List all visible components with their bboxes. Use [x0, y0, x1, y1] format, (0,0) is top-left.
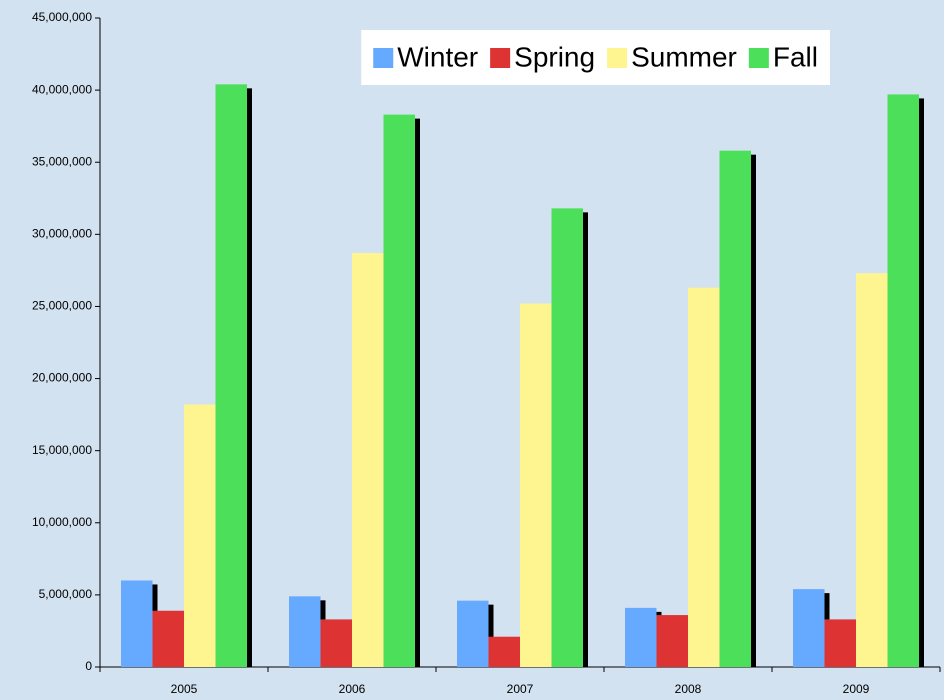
x-tick-label: 2008	[675, 682, 702, 696]
bar	[488, 636, 520, 667]
bar	[121, 580, 153, 667]
bar	[184, 404, 216, 667]
y-tick-label: 15,000,000	[32, 443, 92, 457]
bar	[289, 596, 321, 667]
bar	[551, 208, 583, 667]
legend-label: Spring	[514, 41, 595, 72]
bar-group	[121, 84, 252, 667]
bar	[793, 589, 825, 667]
bar-group	[289, 114, 420, 668]
y-tick-label: 25,000,000	[32, 299, 92, 313]
y-tick-label: 0	[85, 659, 92, 673]
legend-swatch	[490, 48, 511, 68]
bar	[856, 273, 888, 667]
x-tick-label: 2009	[843, 682, 870, 696]
bar-group	[457, 208, 588, 667]
legend-label: Summer	[631, 41, 737, 72]
bar	[352, 253, 384, 668]
legend-swatch	[748, 48, 769, 68]
bar	[457, 600, 489, 667]
bar	[824, 619, 856, 667]
legend-swatch	[373, 48, 394, 68]
x-tick-label: 2007	[507, 682, 534, 696]
bar-group	[793, 94, 924, 668]
bar	[520, 303, 552, 667]
bar-group	[625, 150, 756, 667]
y-tick-label: 45,000,000	[32, 10, 92, 24]
y-tick-label: 5,000,000	[39, 587, 93, 601]
x-tick-label: 2005	[171, 682, 198, 696]
legend-swatch	[607, 48, 628, 68]
y-tick-label: 35,000,000	[32, 154, 92, 168]
y-tick-label: 30,000,000	[32, 227, 92, 241]
bar	[656, 615, 688, 667]
bar	[887, 94, 919, 668]
bar	[719, 150, 751, 667]
bar	[215, 84, 247, 667]
bar	[625, 607, 657, 667]
x-tick-label: 2006	[339, 682, 366, 696]
bar	[320, 619, 352, 667]
bar	[152, 610, 184, 667]
bar	[688, 287, 720, 667]
y-tick-label: 40,000,000	[32, 82, 92, 96]
legend-label: Fall	[773, 41, 818, 72]
legend: Winter Spring Summer Fall	[361, 30, 830, 85]
y-tick-label: 20,000,000	[32, 371, 92, 385]
y-tick-label: 10,000,000	[32, 515, 92, 529]
legend-label: Winter	[397, 41, 478, 72]
bar	[383, 114, 415, 667]
